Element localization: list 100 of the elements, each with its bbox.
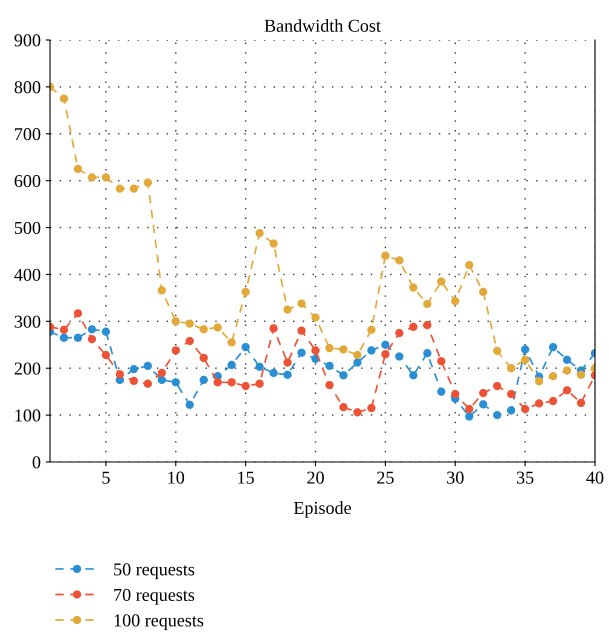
point	[186, 400, 194, 409]
point	[311, 313, 320, 322]
point	[548, 396, 558, 406]
point	[367, 404, 376, 412]
point	[520, 404, 530, 414]
point	[437, 388, 446, 396]
point	[241, 342, 250, 352]
x-tick-label: 30	[447, 472, 464, 484]
point	[74, 334, 82, 342]
point	[214, 323, 222, 332]
point	[465, 412, 474, 421]
point	[60, 334, 68, 342]
point	[506, 364, 516, 372]
legend-label: 50 requests	[114, 563, 194, 580]
point	[367, 346, 376, 355]
y-tick-label: 400	[14, 268, 40, 281]
point	[130, 376, 138, 386]
point	[102, 350, 110, 360]
point	[423, 300, 432, 308]
point	[311, 346, 320, 355]
y-tick-label: 300	[14, 316, 40, 328]
point	[465, 260, 474, 270]
point	[228, 378, 236, 386]
point	[297, 348, 306, 357]
point	[506, 406, 516, 415]
point	[409, 371, 418, 380]
point	[116, 184, 124, 193]
point	[60, 94, 68, 103]
point	[74, 309, 82, 318]
point	[465, 404, 474, 414]
point	[409, 322, 418, 332]
point	[200, 376, 208, 384]
point	[228, 360, 236, 370]
y-tick-label: 600	[14, 174, 40, 188]
point	[325, 380, 334, 390]
point	[339, 402, 348, 412]
x-tick-label: 15	[238, 472, 254, 484]
point	[451, 390, 460, 398]
point	[409, 283, 418, 292]
point	[423, 349, 432, 358]
point	[437, 277, 446, 286]
point	[200, 325, 208, 334]
point	[172, 378, 180, 386]
point	[395, 328, 404, 338]
point	[186, 336, 194, 346]
point	[88, 334, 96, 344]
point	[102, 327, 110, 336]
point	[144, 178, 152, 187]
x-tick-label: 10	[168, 472, 184, 484]
y-tick-label: 900	[14, 34, 40, 46]
point	[395, 352, 404, 361]
point	[493, 346, 502, 356]
point	[479, 388, 488, 398]
point	[325, 344, 334, 352]
point	[269, 239, 278, 248]
point	[269, 324, 278, 333]
y-tick-label: 100	[15, 409, 40, 422]
y-tick-label: 800	[14, 81, 40, 94]
y-tick-label: 200	[14, 362, 40, 375]
point	[548, 372, 558, 380]
x-tick-label: 5	[102, 472, 110, 484]
x-axis-title: Episode	[294, 501, 351, 518]
x-tick-label: 25	[377, 472, 394, 484]
point	[381, 340, 390, 349]
point	[172, 346, 180, 355]
point	[283, 370, 292, 379]
point	[283, 305, 292, 314]
point	[451, 297, 460, 306]
point	[60, 326, 68, 334]
point	[562, 356, 572, 364]
point	[144, 380, 152, 388]
point	[200, 354, 208, 362]
point	[562, 386, 572, 394]
point	[576, 398, 586, 408]
point	[283, 358, 292, 367]
point	[534, 377, 544, 386]
point	[186, 320, 194, 328]
point	[479, 400, 488, 408]
legend-label: 100 requests	[114, 614, 204, 630]
point	[102, 173, 110, 182]
point	[339, 371, 348, 380]
y-tick-label: 500	[14, 222, 40, 234]
chart-title: Bandwidth Cost	[264, 19, 381, 32]
legend-label: 70 requests	[114, 588, 194, 605]
point	[548, 342, 558, 352]
point	[493, 410, 502, 420]
point	[423, 320, 432, 330]
point	[534, 399, 544, 408]
point	[158, 286, 166, 295]
point	[353, 350, 362, 360]
x-tick-label: 40	[586, 472, 604, 484]
y-tick-label: 0	[32, 456, 40, 468]
point	[353, 408, 362, 416]
point	[158, 368, 166, 378]
point	[214, 378, 222, 386]
x-tick-label: 35	[516, 472, 534, 484]
point	[576, 370, 586, 379]
y-tick-label: 700	[15, 128, 40, 140]
point	[520, 345, 530, 354]
point	[493, 382, 502, 390]
